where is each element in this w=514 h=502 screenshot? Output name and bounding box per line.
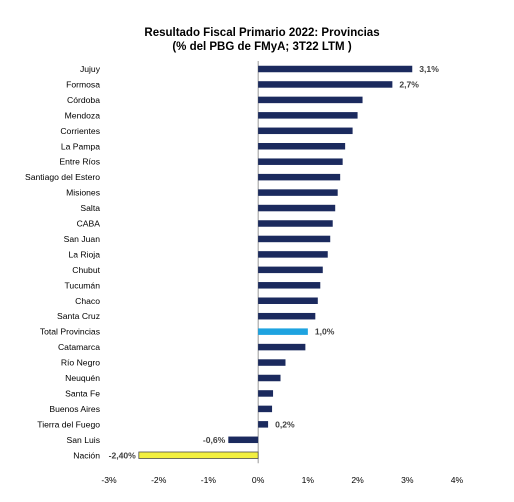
category-label-la-rioja: La Rioja — [68, 249, 100, 259]
bar-buenos-aires — [258, 405, 273, 413]
data-label-total-provincias: 1,0% — [315, 327, 335, 337]
data-label-formosa: 2,7% — [399, 79, 419, 89]
category-label-caba: CABA — [77, 219, 101, 229]
category-label-san-juan: San Juan — [64, 234, 101, 244]
chart-subtitle: (% del PBG de FMyA; 3T22 LTM ) — [172, 41, 351, 53]
category-label-jujuy: Jujuy — [80, 64, 101, 74]
category-label-nacion: Nación — [73, 450, 100, 460]
category-label-mendoza: Mendoza — [65, 110, 101, 120]
x-tick-label: -1% — [201, 475, 217, 485]
x-tick-label: 0% — [252, 475, 265, 485]
bar-tierra-del-fuego — [258, 421, 269, 428]
x-tick-label: 2% — [351, 475, 364, 485]
bar-corrientes — [258, 127, 353, 135]
category-label-tierra-del-fuego: Tierra del Fuego — [37, 419, 100, 429]
category-label-santa-cruz: Santa Cruz — [57, 311, 100, 321]
bar-santiago-del-estero — [258, 173, 341, 181]
bar-san-luis — [228, 436, 259, 444]
bar-misiones — [258, 189, 338, 196]
category-labels: Jujuy Formosa Córdoba Mendoza Corrientes La P… — [25, 64, 101, 460]
bar-cordoba — [258, 96, 363, 104]
bar-catamarca — [258, 343, 306, 351]
bar-rio-negro — [258, 359, 286, 366]
category-label-misiones: Misiones — [66, 188, 100, 198]
bar-mendoza — [258, 112, 358, 119]
bar-caba — [258, 220, 333, 227]
category-label-santiago-del-estero: Santiago del Estero — [25, 172, 100, 182]
bar-total-provincias — [258, 328, 308, 335]
data-label-jujuy: 3,1% — [419, 64, 439, 74]
category-label-entre-rios: Entre Ríos — [59, 157, 100, 167]
category-label-san-luis: San Luis — [67, 435, 100, 445]
bar-neuquen — [258, 374, 281, 382]
category-label-corrientes: Corrientes — [60, 126, 100, 136]
category-label-cordoba: Córdoba — [67, 95, 100, 105]
bar-salta — [258, 204, 336, 212]
x-tick-label: 3% — [401, 475, 414, 485]
category-label-santa-fe: Santa Fe — [65, 388, 100, 398]
category-label-neuquen: Neuquén — [65, 373, 100, 383]
category-label-tucuman: Tucumán — [64, 280, 100, 290]
bar-tucuman — [258, 282, 321, 289]
category-label-chubut: Chubut — [72, 265, 100, 275]
bar-chubut — [258, 266, 323, 274]
bar-san-juan — [258, 235, 331, 243]
data-labels: 3,1%2,7% 1,0% 0,2% -0,6% -2,40% — [109, 64, 440, 460]
data-label-san-luis: -0,6% — [203, 435, 226, 445]
category-label-rio-negro: Río Negro — [61, 358, 100, 368]
bar-formosa — [258, 81, 393, 88]
bars-group — [138, 61, 413, 464]
x-tick-label: -2% — [151, 475, 167, 485]
bar-nacion — [138, 451, 259, 459]
bar-la-rioja — [258, 251, 328, 258]
category-label-buenos-aires: Buenos Aires — [49, 404, 100, 414]
bar-la-pampa — [258, 143, 346, 150]
bar-santa-cruz — [258, 312, 316, 320]
bar-santa-fe — [258, 390, 274, 397]
x-tick-label: 1% — [302, 475, 315, 485]
category-label-salta: Salta — [80, 203, 100, 213]
data-label-nacion: -2,40% — [109, 450, 137, 460]
category-label-formosa: Formosa — [66, 79, 100, 89]
x-tick-label: 4% — [451, 475, 464, 485]
bar-chaco — [258, 297, 318, 304]
bar-jujuy — [258, 65, 413, 73]
category-label-chaco: Chaco — [75, 296, 100, 306]
category-label-la-pampa: La Pampa — [61, 141, 100, 151]
category-label-catamarca: Catamarca — [58, 342, 100, 352]
bar-entre-rios — [258, 158, 343, 165]
x-tick-label: -3% — [101, 475, 117, 485]
chart-title: Resultado Fiscal Primario 2022: Provinci… — [144, 27, 379, 39]
category-label-total-provincias: Total Provincias — [40, 327, 100, 337]
data-label-tierra-del-fuego: 0,2% — [275, 419, 295, 429]
x-axis-ticks: -3% -2% -1% 0% 1% 2% 3% 4% — [101, 475, 463, 485]
